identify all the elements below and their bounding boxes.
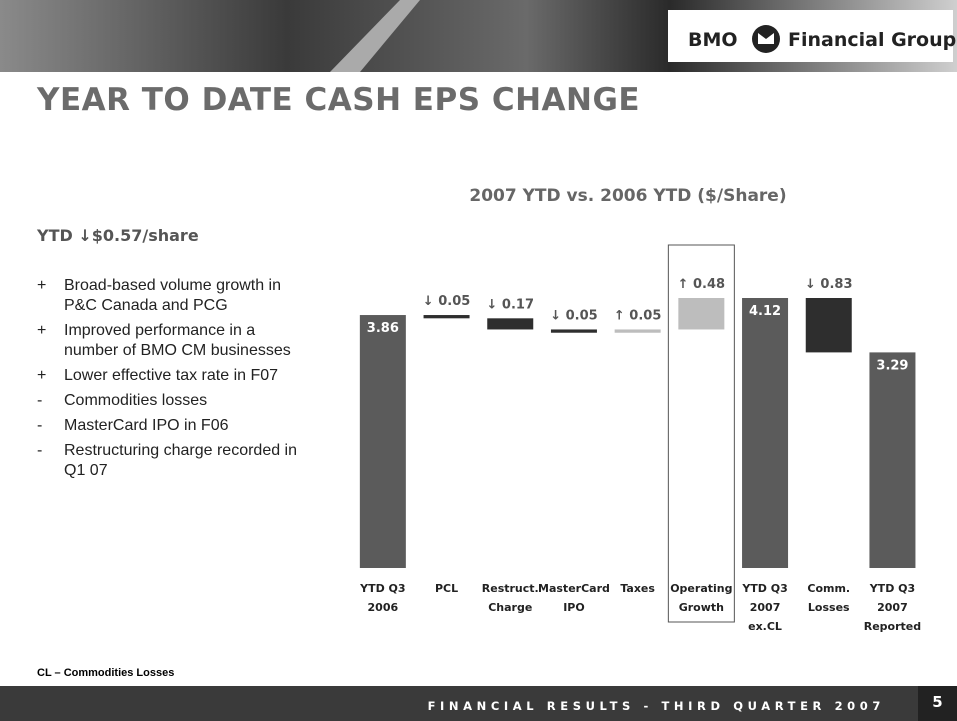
x-tick-label: YTD Q3 [359, 582, 405, 595]
x-tick-label: 2007 [750, 601, 781, 614]
bar [615, 329, 661, 332]
title: YEAR TO DATE CASH EPS CHANGE [37, 82, 640, 118]
chart: 2007 YTD vs. 2006 YTD ($/Share) 3.86 YTD … [0, 180, 957, 660]
bar [742, 298, 788, 568]
x-tick-label: YTD Q3 [869, 582, 915, 595]
page-number: 5 [918, 686, 957, 721]
bar [551, 329, 597, 332]
x-tick-label: Reported [864, 620, 921, 633]
value-label: 4.12 [749, 304, 781, 319]
logo-text: BMO [688, 29, 738, 51]
x-tick-label: PCL [435, 582, 458, 595]
x-tick-label: YTD Q3 [741, 582, 787, 595]
value-label: ↓ 0.05 [550, 308, 598, 323]
value-label: ↑ 0.05 [614, 308, 662, 323]
bar [806, 298, 852, 352]
header-banner: BMO Financial Group [0, 0, 957, 72]
footnote: CL – Commodities Losses [37, 667, 174, 679]
bar [424, 315, 470, 318]
x-tick-label: Operating [670, 582, 732, 595]
logo-text: Financial Group [788, 29, 956, 51]
bar [869, 352, 915, 568]
bar [487, 318, 533, 329]
value-label: ↓ 0.83 [805, 277, 853, 292]
x-tick-label: IPO [563, 601, 585, 614]
x-tick-label: 2006 [368, 601, 399, 614]
value-label: 3.86 [367, 321, 399, 336]
x-tick-label: Comm. [807, 582, 850, 595]
bar [360, 315, 406, 568]
slide: BMO Financial Group YEAR TO DATE CASH EP… [0, 0, 957, 721]
value-label: ↓ 0.05 [423, 294, 471, 309]
x-tick-label: 2007 [877, 601, 908, 614]
x-tick-label: Growth [679, 601, 724, 614]
x-tick-label: Restruct. [482, 582, 539, 595]
chart-title: 2007 YTD vs. 2006 YTD ($/Share) [469, 186, 786, 206]
value-label: 3.29 [876, 358, 908, 373]
x-tick-label: Taxes [620, 582, 655, 595]
value-label: ↑ 0.48 [678, 277, 726, 292]
bar [678, 298, 724, 329]
x-tick-label: Charge [488, 601, 532, 614]
x-tick-label: ex.CL [748, 620, 782, 633]
footer-text: FINANCIAL RESULTS - THIRD QUARTER 2007 [428, 699, 885, 713]
x-tick-label: Losses [808, 601, 850, 614]
value-label: ↓ 0.17 [487, 297, 535, 312]
x-tick-label: MasterCard [538, 582, 610, 595]
